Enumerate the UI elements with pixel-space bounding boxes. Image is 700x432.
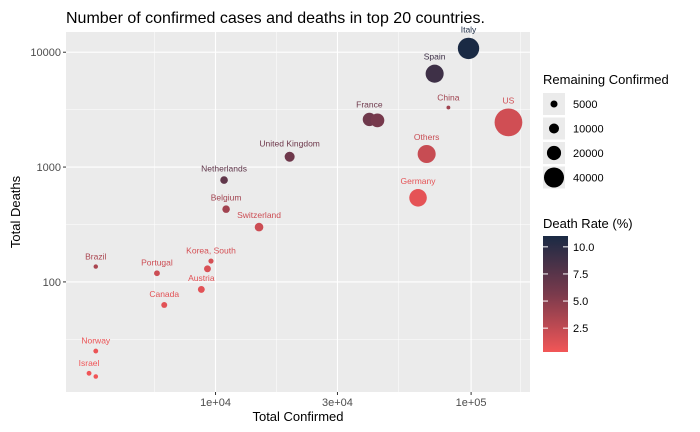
point-label: China [437,93,459,103]
data-point [425,64,444,83]
data-point [154,270,160,277]
y-tick-label: 1000 [37,162,61,174]
size-legend-key [546,145,562,161]
point-labels: Italy Spain China US France Others United King… [79,25,515,368]
point-label: Netherlands [201,163,247,173]
point-label: Brazil [85,251,106,261]
data-point [409,189,427,207]
data-point [370,113,385,128]
size-legend-key [550,100,558,108]
data-point [93,374,99,379]
colorbar-tick-label: 2.5 [573,323,588,335]
data-point [93,348,99,354]
data-point [494,108,523,137]
point-label: Austria [188,273,215,283]
plot-panel [66,32,530,392]
colorbar [543,236,568,352]
point-label: Canada [149,289,179,299]
data-point [86,370,92,376]
size-legend-label: 20000 [573,148,604,160]
x-tick-label: 1e+04 [200,397,231,409]
data-point [208,258,214,264]
data-point [204,265,211,273]
colorbar-tick-label: 7.5 [573,269,588,281]
data-points [86,37,523,379]
colorbar-tick-label: 10.0 [573,242,594,254]
axis-ticks: 1e+04 3e+04 1e+05 100 1000 10000 [30,47,486,409]
point-label: Others [414,132,440,142]
size-legend-key [543,167,565,188]
y-tick-label: 100 [43,277,61,289]
x-tick-label: 3e+04 [322,397,353,409]
color-legend-title: Death Rate (%) [543,216,633,231]
y-tick-label: 10000 [30,47,61,59]
point-label: Norway [81,336,111,346]
point-label: France [356,100,383,110]
point-label: US [503,95,515,105]
size-legend-title: Remaining Confirmed [543,72,669,87]
chart-title: Number of confirmed cases and deaths in … [66,10,485,27]
point-label: United Kingdom [259,139,319,149]
point-label: Israel [79,358,100,368]
y-axis-title: Total Deaths [8,175,23,248]
data-point [197,285,205,293]
data-point [457,37,480,60]
point-label: Italy [461,25,477,35]
data-point [93,264,98,269]
data-point [446,105,451,110]
data-point [254,222,264,232]
point-label: Portugal [141,257,173,267]
size-legend-label: 10000 [573,124,604,136]
point-label: Belgium [211,192,242,202]
data-point [222,205,230,213]
size-legend: Remaining Confirmed 5000 10000 20000 40000 [543,72,669,189]
grid [66,32,530,392]
data-point [284,151,295,162]
point-label: Spain [424,52,446,62]
data-point [417,144,436,164]
point-label: Germany [401,176,437,186]
point-label: Switzerland [237,210,281,220]
colorbar-tick-label: 5.0 [573,296,588,308]
color-legend: Death Rate (%) 10.0 7.5 5.0 2.5 [543,216,633,352]
x-tick-label: 1e+05 [456,397,487,409]
point-label: Korea, South [186,245,236,255]
data-point [161,301,168,308]
x-axis-title: Total Confirmed [252,409,343,424]
data-point [220,176,228,184]
size-legend-key [548,123,560,134]
size-legend-label: 40000 [573,173,604,185]
size-legend-label: 5000 [573,99,597,111]
